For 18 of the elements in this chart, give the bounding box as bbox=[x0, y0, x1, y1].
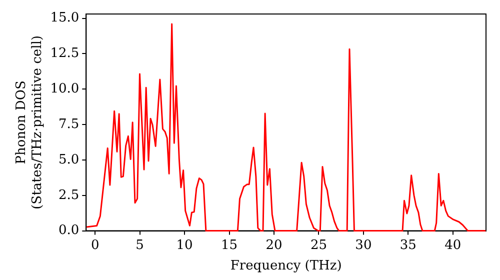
x-tick-label: 20 bbox=[266, 238, 282, 253]
y-tick-label: 0.0 bbox=[58, 223, 80, 238]
y-tick-label: 15.0 bbox=[50, 10, 80, 26]
y-tick-label: 7.5 bbox=[58, 116, 80, 132]
x-axis-title: Frequency (THz) bbox=[230, 258, 342, 274]
x-tick-label: 35 bbox=[400, 238, 416, 253]
x-tick-label: 25 bbox=[310, 238, 327, 253]
x-tick-label: 10 bbox=[176, 238, 193, 253]
x-tick-label: 5 bbox=[136, 238, 144, 253]
x-tick-label: 30 bbox=[355, 238, 372, 253]
y-tick-label: 2.5 bbox=[58, 188, 80, 203]
y-tick-label: 5.0 bbox=[58, 152, 80, 168]
x-tick-label: 15 bbox=[220, 238, 238, 253]
x-tick-label: 0 bbox=[90, 238, 100, 253]
y-axis-title: Phonon DOS (States/THz·primitive cell) bbox=[14, 35, 45, 210]
y-tick-label: 10.0 bbox=[50, 81, 80, 96]
y-tick-label: 12.5 bbox=[50, 46, 80, 62]
x-tick-label: 40 bbox=[444, 238, 462, 253]
